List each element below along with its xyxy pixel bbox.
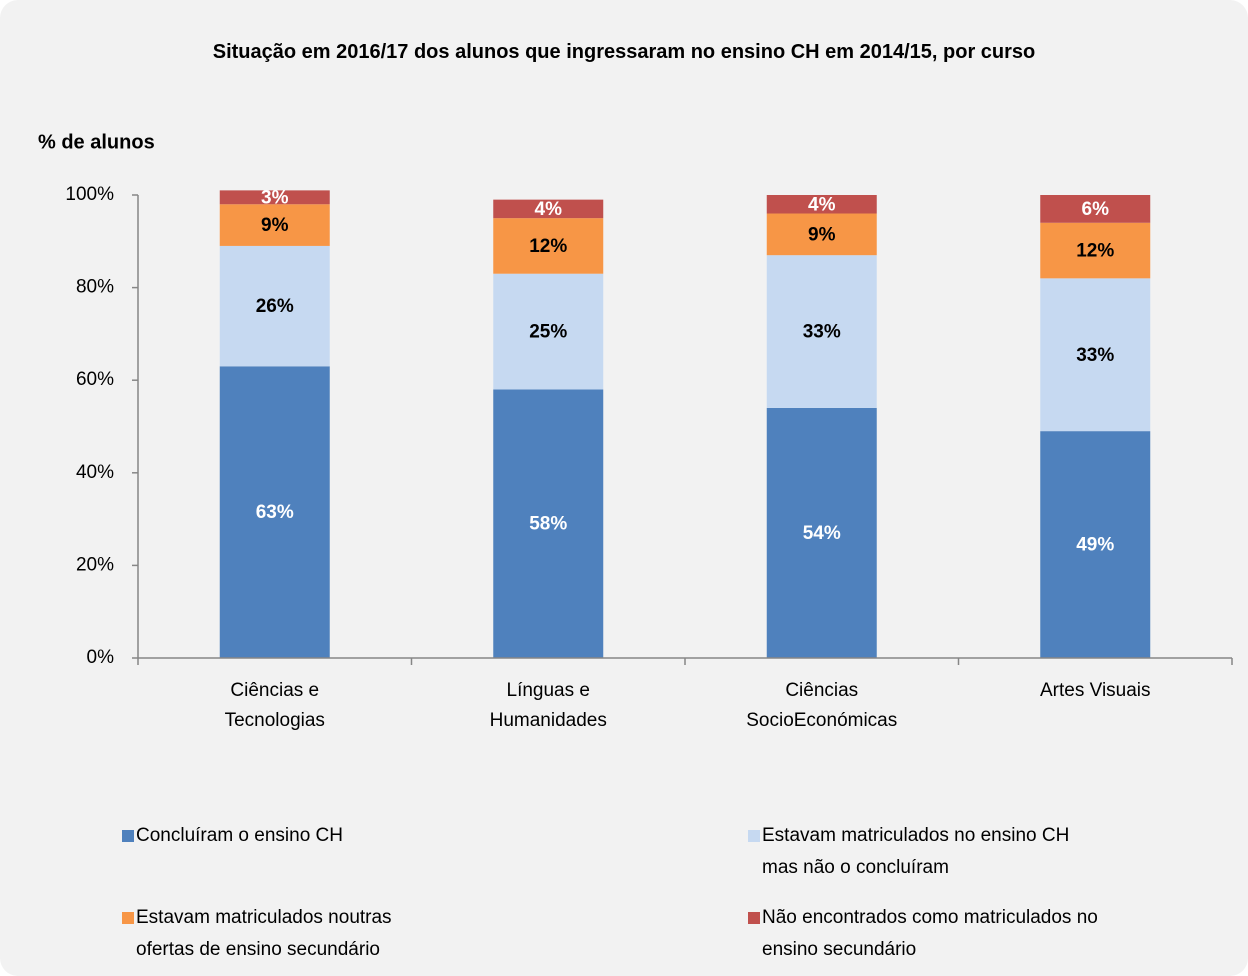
bar-segment (219, 204, 330, 246)
bar-segment (766, 255, 877, 408)
data-label: 3% (261, 187, 289, 208)
data-label: 54% (803, 523, 841, 544)
bar-segment (219, 190, 330, 205)
bar-segment (493, 218, 604, 274)
x-tick-label: Artes Visuais (1039, 680, 1151, 701)
data-label: 63% (256, 502, 294, 523)
bar-segment (219, 245, 330, 367)
bar-segment (493, 199, 604, 219)
legend-swatch (748, 912, 760, 924)
data-label: 58% (529, 514, 567, 535)
bar-segment (493, 389, 604, 658)
data-label: 33% (1076, 345, 1114, 366)
y-tick-label: 60% (76, 369, 114, 390)
x-tick-label: Línguas e Humanidades (489, 680, 607, 731)
y-tick-label: 100% (65, 184, 114, 205)
bar-segment (766, 195, 877, 214)
y-tick-label: 80% (76, 277, 114, 298)
legend-swatch (748, 830, 760, 842)
bar-segment (1040, 278, 1151, 432)
data-label: 4% (535, 199, 563, 220)
data-label: 9% (261, 215, 289, 236)
data-label: 26% (256, 296, 294, 317)
bar-segment (766, 407, 877, 658)
data-label: 12% (1076, 241, 1114, 262)
chart-title: Situação em 2016/17 dos alunos que ingre… (212, 41, 1036, 63)
data-label: 25% (529, 322, 567, 343)
data-label: 12% (529, 236, 567, 257)
data-label: 33% (803, 322, 841, 343)
y-axis-label: % de alunos (38, 131, 155, 153)
legend-swatch (122, 912, 134, 924)
y-tick-label: 20% (76, 554, 114, 575)
bar-segment (219, 366, 330, 658)
bar-segment (766, 213, 877, 256)
legend-swatch (122, 830, 134, 842)
legend-label: Estavam matriculados noutras ofertas de … (136, 907, 392, 960)
data-label: 4% (808, 194, 836, 215)
y-tick-label: 0% (87, 647, 115, 668)
x-tick-label: Ciências e Tecnologias (224, 680, 325, 731)
data-label: 6% (1082, 199, 1110, 220)
bar-segment (1040, 222, 1151, 279)
legend-label: Concluíram o ensino CH (136, 825, 343, 846)
data-label: 49% (1076, 535, 1114, 556)
legend-label: Não encontrados como matriculados no ens… (762, 907, 1098, 960)
y-tick-label: 40% (76, 462, 114, 483)
bar-segment (1040, 431, 1151, 658)
data-label: 9% (808, 224, 836, 245)
bar-segment (493, 273, 604, 390)
legend-label: Estavam matriculados no ensino CH mas nã… (762, 825, 1070, 878)
x-tick-label: Ciências SocioEconómicas (746, 680, 898, 731)
bar-segment (1040, 195, 1151, 223)
